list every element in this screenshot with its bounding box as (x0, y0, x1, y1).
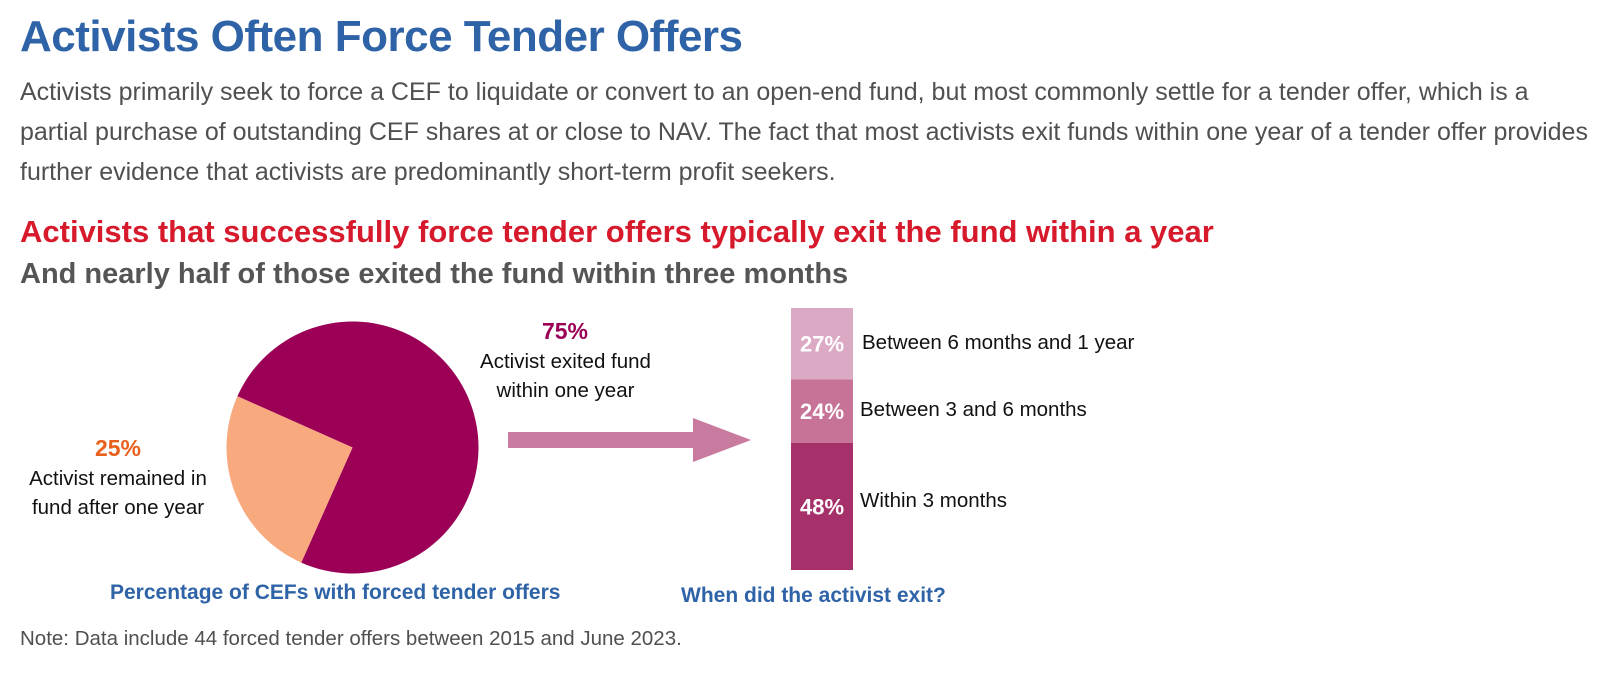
intro-paragraph: Activists primarily seek to force a CEF … (20, 78, 1588, 186)
bar-label-3m-6m: Between 3 and 6 months (860, 398, 1087, 421)
bar-value-3m-6m: 24% (800, 399, 844, 424)
chart-subheadline: And nearly half of those exited the fund… (20, 258, 849, 290)
bar-caption: When did the activist exit? (681, 584, 946, 607)
pie-remained-label: Activist remained in fund after one year (29, 467, 207, 519)
footnote: Note: Data include 44 forced tender offe… (20, 627, 682, 650)
pie-slice-remained (226, 396, 353, 563)
pie-caption: Percentage of CEFs with forced tender of… (110, 581, 561, 604)
transition-arrow (508, 418, 751, 462)
bar-label-6m-1y: Between 6 months and 1 year (862, 331, 1135, 354)
pie-exited-percent: 75% (541, 318, 589, 344)
bar-label-within-3m: Within 3 months (860, 489, 1007, 512)
chart-headline: Activists that successfully force tender… (20, 214, 1214, 249)
bar-segment-within-3m (791, 442, 853, 570)
stacked-bar-chart: 48% 24% 27% (791, 308, 853, 570)
pie-exited-label: Activist exited fund within one year (480, 350, 651, 402)
pie-slice-exited (237, 321, 479, 574)
bar-value-6m-1y: 27% (800, 332, 844, 357)
bar-segment-3m-6m (791, 379, 853, 443)
page-title: Activists Often Force Tender Offers (20, 12, 743, 61)
bar-value-within-3m: 48% (800, 494, 844, 519)
pie-chart (226, 321, 479, 574)
bar-segment-6m-1y (791, 308, 853, 380)
pie-remained-percent: 25% (94, 435, 142, 461)
